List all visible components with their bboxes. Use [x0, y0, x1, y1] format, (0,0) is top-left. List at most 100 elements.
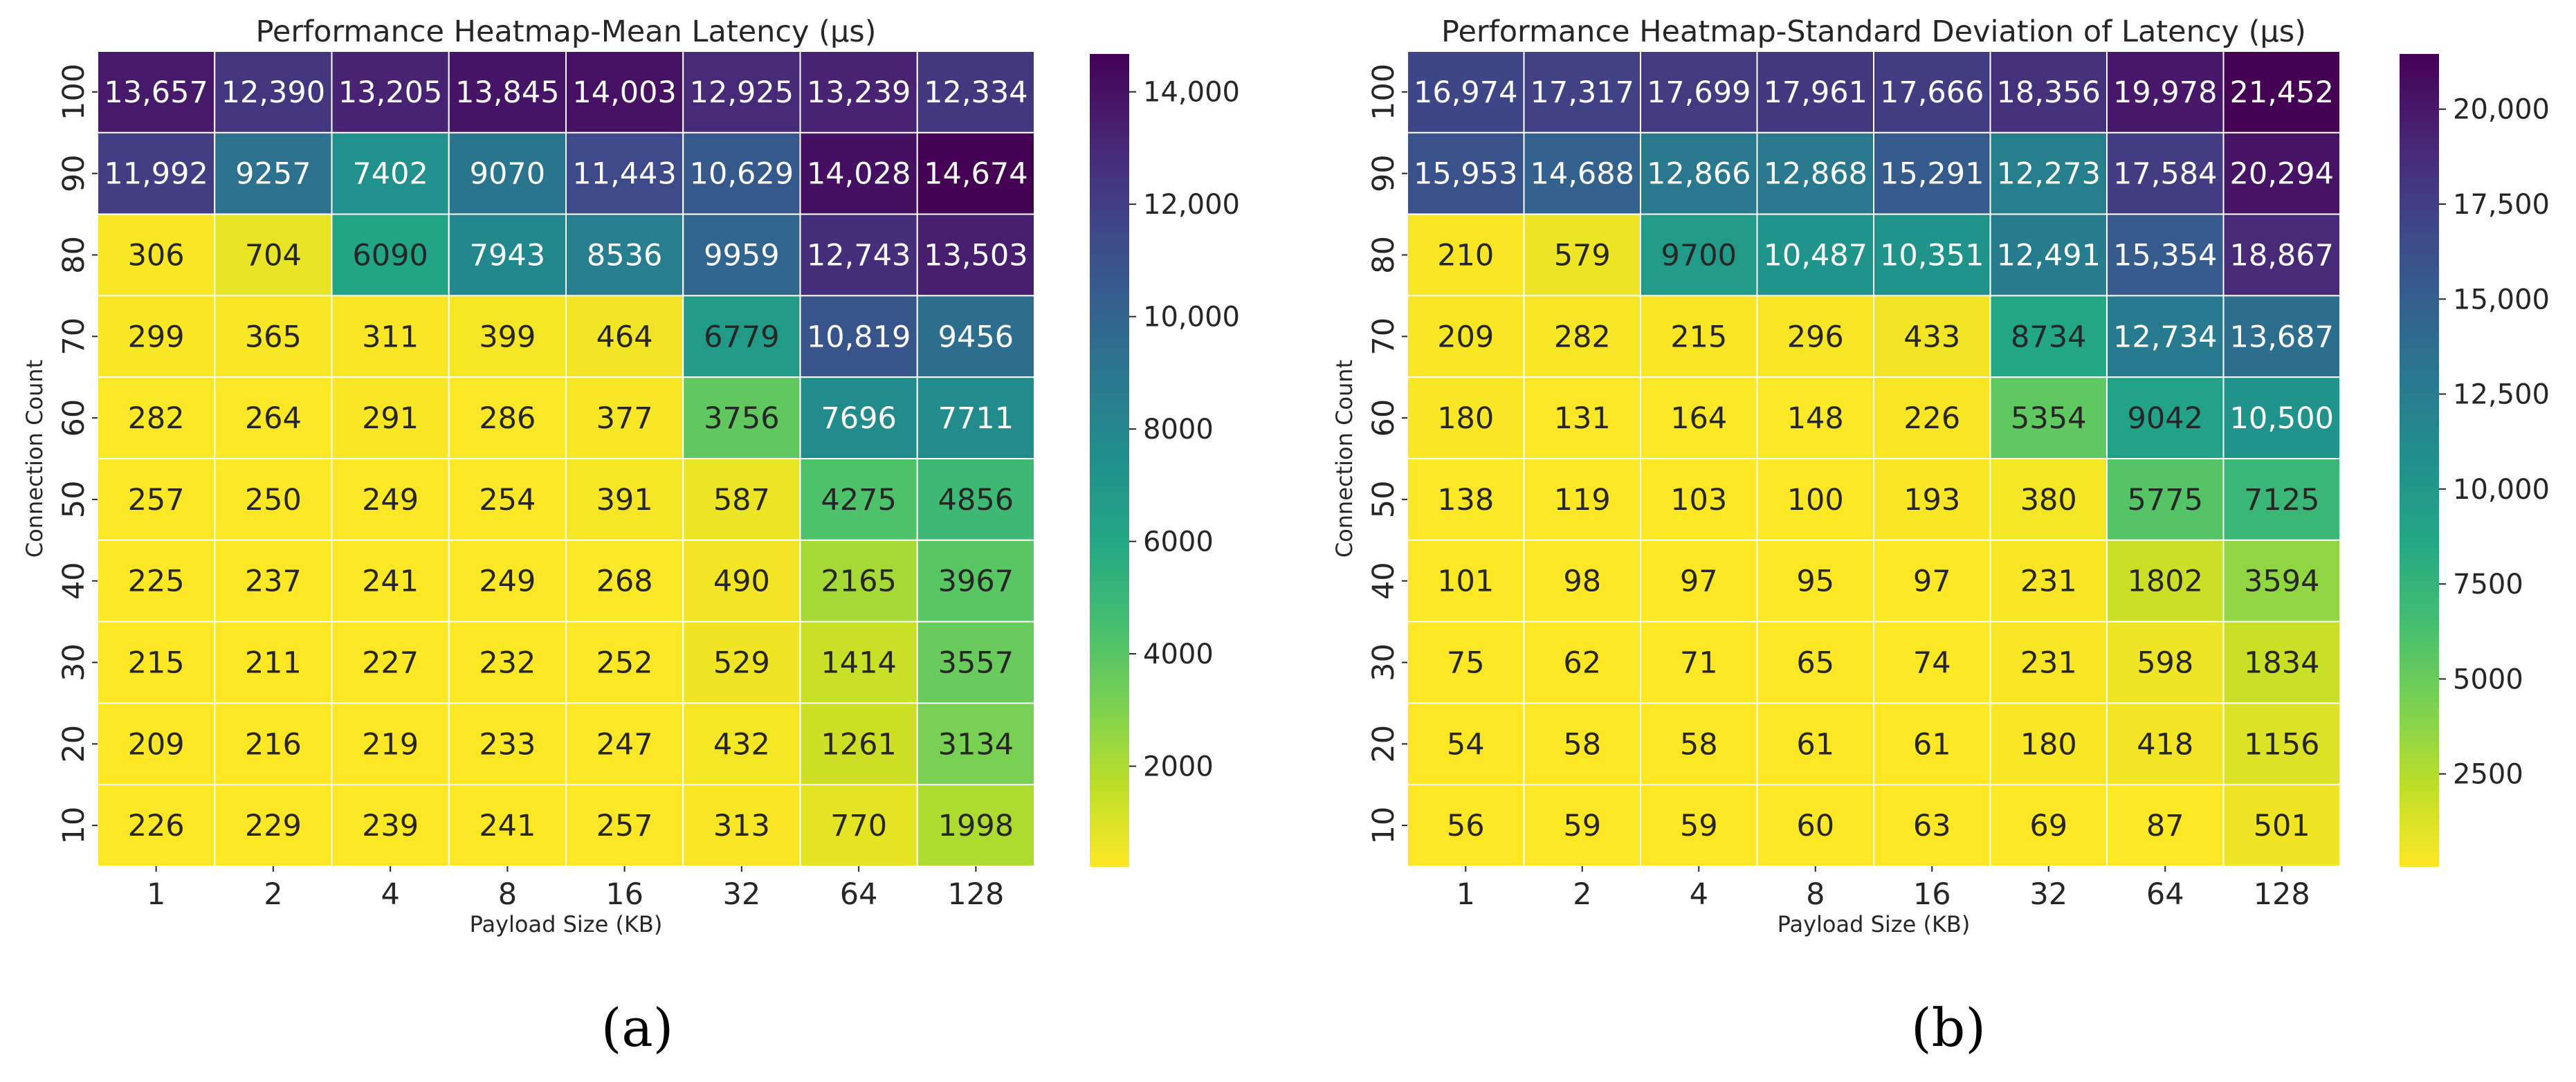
heatmap-cell — [1989, 376, 2108, 460]
cell-value-label: 180 — [1437, 401, 1494, 436]
cell-value-label: 61 — [1913, 727, 1951, 762]
heatmap-cell — [1407, 621, 1525, 704]
cell-value-label: 313 — [713, 809, 770, 843]
cell-value-label: 209 — [128, 727, 185, 762]
cell-value-label: 54 — [1447, 727, 1485, 762]
heatmap-cell — [448, 213, 567, 297]
x-tick-label: 1 — [1456, 877, 1475, 912]
cell-value-label: 296 — [1787, 320, 1844, 354]
heatmap-cell — [916, 702, 1035, 786]
heatmap-cell — [1407, 539, 1525, 623]
cell-value-label: 282 — [128, 401, 185, 436]
cell-value-label: 232 — [479, 646, 536, 681]
heatmap-cell — [1523, 539, 1641, 623]
cell-value-label: 598 — [2137, 646, 2193, 681]
colorbar-tick-label: 12,500 — [2453, 379, 2550, 411]
heatmap-cell — [448, 539, 567, 623]
heatmap-cell — [2222, 131, 2341, 215]
heatmap-cell — [2106, 376, 2225, 460]
heatmap-cell — [2222, 51, 2341, 134]
cell-value-label: 770 — [830, 809, 887, 843]
heatmap-cell — [214, 702, 333, 786]
heatmap-cell — [682, 213, 801, 297]
colorbar-tick-label: 7500 — [2453, 569, 2523, 600]
y-tick-label: 90 — [1367, 154, 1401, 192]
x-tick-label: 32 — [723, 877, 761, 912]
y-tick-label: 10 — [1367, 807, 1401, 845]
cell-value-label: 264 — [245, 401, 302, 436]
cell-value-label: 164 — [1670, 401, 1727, 436]
y-tick-label: 60 — [57, 399, 91, 437]
cell-value-label: 15,291 — [1880, 157, 1984, 192]
cell-value-label: 210 — [1437, 239, 1494, 273]
heatmap-cell — [331, 458, 450, 541]
cell-value-label: 9042 — [2128, 401, 2203, 436]
cell-value-label: 1998 — [938, 809, 1014, 843]
cell-value-label: 14,003 — [572, 75, 676, 110]
cell-value-label: 87 — [2146, 809, 2184, 843]
cell-value-label: 377 — [596, 401, 653, 436]
cell-value-label: 20,294 — [2230, 157, 2334, 192]
cell-value-label: 97 — [1913, 565, 1951, 599]
cell-value-label: 433 — [1903, 320, 1960, 354]
heatmap-cell — [2106, 702, 2225, 786]
cell-value-label: 1156 — [2244, 727, 2319, 762]
cell-value-label: 65 — [1796, 646, 1834, 681]
cell-value-label: 268 — [596, 565, 653, 599]
heatmap-cell — [1640, 51, 1758, 134]
cell-value-label: 291 — [362, 401, 419, 436]
heatmap-cell — [97, 51, 216, 134]
cell-value-label: 704 — [245, 239, 302, 273]
heatmap-cell — [1756, 213, 1874, 297]
cell-value-label: 227 — [362, 646, 419, 681]
heatmap-cell — [448, 51, 567, 134]
heatmap-cell — [1407, 51, 1525, 134]
cell-value-label: 100 — [1787, 483, 1844, 517]
cell-value-label: 13,657 — [104, 75, 208, 110]
cell-value-label: 282 — [1554, 320, 1611, 354]
cell-value-label: 241 — [362, 565, 419, 599]
heatmap-cell — [1989, 131, 2108, 215]
heatmap-cell — [214, 376, 333, 460]
heatmap-cell — [1756, 784, 1874, 867]
x-tick-label: 16 — [1913, 877, 1951, 912]
cell-value-label: 12,390 — [221, 75, 325, 110]
cell-value-label: 249 — [362, 483, 419, 517]
colorbar-tick-label: 10,000 — [2453, 474, 2550, 506]
heatmap-cell — [682, 621, 801, 704]
cell-value-label: 3557 — [938, 646, 1014, 681]
heatmap-cell — [916, 213, 1035, 297]
cell-value-label: 148 — [1787, 401, 1844, 436]
heatmap-cell — [1523, 295, 1641, 378]
cell-value-label: 2165 — [821, 565, 896, 599]
heatmap-cell — [1640, 784, 1758, 867]
heatmap-cell — [2222, 539, 2341, 623]
heatmap-cell — [2106, 539, 2225, 623]
cell-value-label: 12,273 — [1997, 157, 2101, 192]
cell-value-label: 103 — [1670, 483, 1727, 517]
cell-value-label: 3134 — [938, 727, 1014, 762]
heatmap-cell — [1523, 213, 1641, 297]
cell-value-label: 18,867 — [2230, 239, 2334, 273]
cell-value-label: 579 — [1554, 239, 1611, 273]
cell-value-label: 7696 — [821, 401, 896, 436]
cell-value-label: 3967 — [938, 565, 1014, 599]
y-tick-label: 80 — [1367, 236, 1401, 274]
cell-value-label: 464 — [596, 320, 653, 354]
heatmap-panel-b: 16,974 17,317 17,699 17,961 17,666 18,356 19,9… — [1331, 15, 2550, 1058]
cell-value-label: 13,205 — [338, 75, 442, 110]
cell-value-label: 10,819 — [807, 320, 911, 354]
cell-value-label: 131 — [1554, 401, 1611, 436]
x-tick-label: 2 — [1573, 877, 1591, 912]
y-tick-label: 30 — [57, 643, 91, 681]
heatmap-cell — [565, 295, 684, 378]
cell-value-label: 95 — [1796, 565, 1834, 599]
heatmap-cell — [916, 51, 1035, 134]
cell-value-label: 286 — [479, 401, 536, 436]
cell-value-label: 12,743 — [807, 239, 911, 273]
cell-value-label: 587 — [713, 483, 770, 517]
heatmap-cell — [1989, 458, 2108, 541]
heatmap-cell — [682, 784, 801, 867]
heatmap-cell — [682, 295, 801, 378]
y-tick-label: 100 — [57, 64, 91, 120]
